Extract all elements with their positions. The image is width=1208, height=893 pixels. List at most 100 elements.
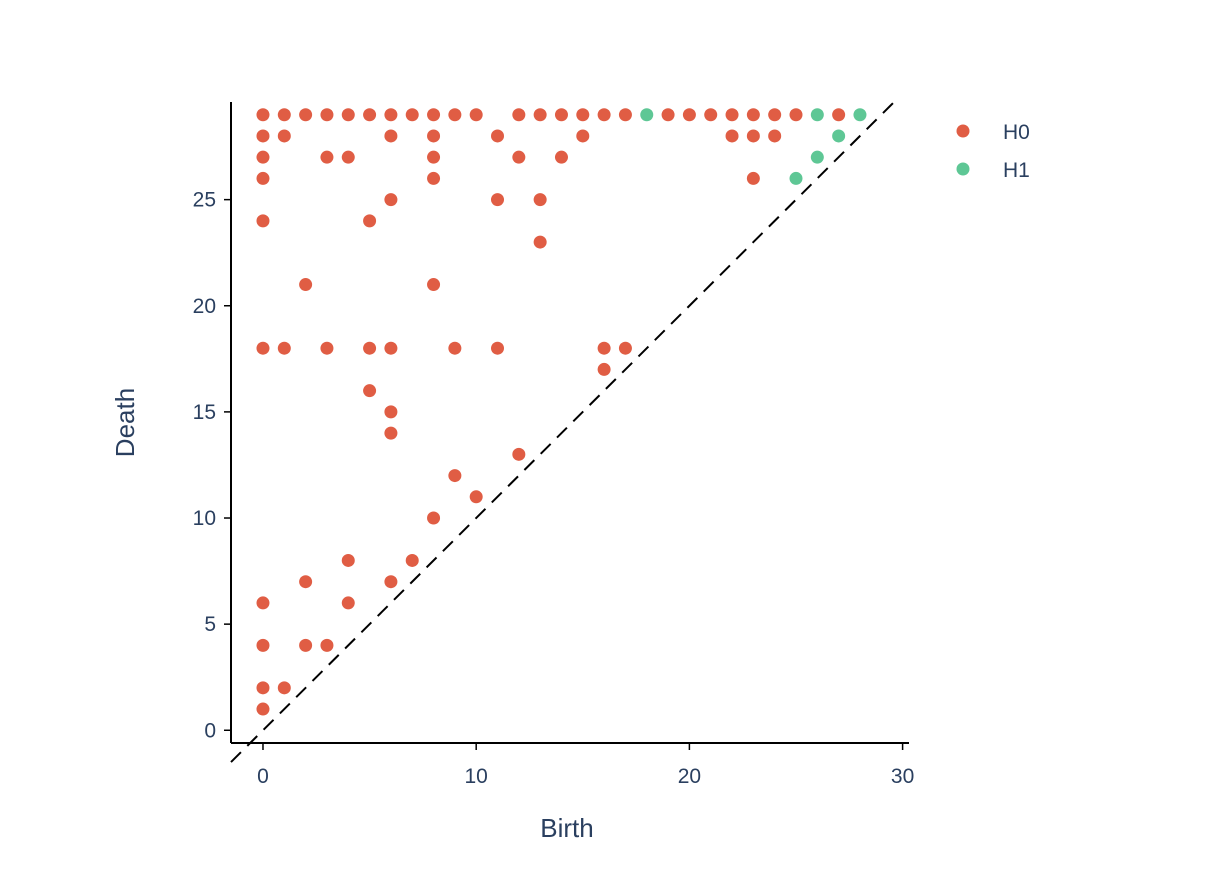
- data-point-h0[interactable]: [555, 151, 568, 164]
- data-point-h0[interactable]: [662, 108, 675, 121]
- data-point-h0[interactable]: [320, 342, 333, 355]
- data-point-h0[interactable]: [384, 405, 397, 418]
- diagonal-line: [231, 102, 894, 762]
- data-point-h0[interactable]: [256, 129, 269, 142]
- data-point-h0[interactable]: [299, 108, 312, 121]
- data-point-h0[interactable]: [320, 108, 333, 121]
- data-point-h0[interactable]: [363, 384, 376, 397]
- data-point-h0[interactable]: [342, 151, 355, 164]
- data-point-h0[interactable]: [448, 469, 461, 482]
- data-point-h0[interactable]: [427, 172, 440, 185]
- data-point-h0[interactable]: [555, 108, 568, 121]
- data-point-h0[interactable]: [768, 129, 781, 142]
- data-point-h0[interactable]: [427, 512, 440, 525]
- data-point-h0[interactable]: [406, 108, 419, 121]
- data-point-h0[interactable]: [619, 342, 632, 355]
- data-point-h0[interactable]: [768, 108, 781, 121]
- data-point-h0[interactable]: [256, 151, 269, 164]
- data-point-h0[interactable]: [534, 193, 547, 206]
- legend-label: H0: [1003, 121, 1030, 144]
- data-point-h0[interactable]: [619, 108, 632, 121]
- data-point-h1[interactable]: [832, 129, 845, 142]
- data-point-h0[interactable]: [384, 342, 397, 355]
- data-point-h0[interactable]: [512, 108, 525, 121]
- data-point-h0[interactable]: [342, 596, 355, 609]
- y-tick-label: 5: [204, 613, 216, 636]
- data-point-h0[interactable]: [598, 363, 611, 376]
- data-point-h0[interactable]: [363, 342, 376, 355]
- data-point-h0[interactable]: [256, 596, 269, 609]
- legend[interactable]: H0 H1: [957, 121, 1030, 182]
- data-point-h0[interactable]: [278, 108, 291, 121]
- data-point-h0[interactable]: [683, 108, 696, 121]
- data-point-h0[interactable]: [491, 193, 504, 206]
- data-point-h1[interactable]: [811, 108, 824, 121]
- data-point-h0[interactable]: [427, 129, 440, 142]
- data-point-h0[interactable]: [406, 554, 419, 567]
- data-point-h0[interactable]: [256, 214, 269, 227]
- data-point-h0[interactable]: [448, 108, 461, 121]
- data-point-h1[interactable]: [640, 108, 653, 121]
- data-point-h0[interactable]: [384, 129, 397, 142]
- data-point-h0[interactable]: [491, 129, 504, 142]
- x-tick-label: 30: [891, 765, 914, 788]
- y-tick-label: 0: [204, 719, 216, 742]
- y-tick-label: 15: [193, 401, 216, 424]
- data-point-h0[interactable]: [448, 342, 461, 355]
- data-point-h0[interactable]: [278, 681, 291, 694]
- data-point-h0[interactable]: [832, 108, 845, 121]
- data-point-h0[interactable]: [598, 108, 611, 121]
- legend-marker: [957, 125, 970, 138]
- data-point-h0[interactable]: [427, 108, 440, 121]
- data-point-h0[interactable]: [470, 490, 483, 503]
- data-point-h0[interactable]: [534, 236, 547, 249]
- data-point-h0[interactable]: [342, 108, 355, 121]
- data-point-h0[interactable]: [256, 703, 269, 716]
- data-point-h0[interactable]: [427, 278, 440, 291]
- data-point-h0[interactable]: [256, 172, 269, 185]
- data-point-h0[interactable]: [470, 108, 483, 121]
- data-point-h0[interactable]: [384, 575, 397, 588]
- data-point-h0[interactable]: [363, 214, 376, 227]
- data-point-h0[interactable]: [320, 151, 333, 164]
- data-point-h0[interactable]: [704, 108, 717, 121]
- legend-item-h1[interactable]: H1: [957, 159, 1030, 182]
- data-point-h0[interactable]: [256, 681, 269, 694]
- data-point-h0[interactable]: [299, 278, 312, 291]
- data-point-h0[interactable]: [726, 129, 739, 142]
- data-point-h0[interactable]: [278, 129, 291, 142]
- data-point-h0[interactable]: [278, 342, 291, 355]
- data-point-h0[interactable]: [576, 108, 589, 121]
- data-point-h0[interactable]: [384, 193, 397, 206]
- data-point-h0[interactable]: [726, 108, 739, 121]
- data-point-h0[interactable]: [363, 108, 376, 121]
- data-point-h0[interactable]: [747, 129, 760, 142]
- x-tick-label: 20: [678, 765, 701, 788]
- data-point-h1[interactable]: [811, 151, 824, 164]
- data-point-h0[interactable]: [384, 427, 397, 440]
- data-point-h0[interactable]: [790, 108, 803, 121]
- data-point-h0[interactable]: [491, 342, 504, 355]
- data-point-h0[interactable]: [256, 342, 269, 355]
- data-point-h0[interactable]: [299, 639, 312, 652]
- legend-item-h0[interactable]: H0: [957, 121, 1030, 144]
- data-point-h0[interactable]: [427, 151, 440, 164]
- data-point-h0[interactable]: [747, 108, 760, 121]
- data-point-h0[interactable]: [512, 448, 525, 461]
- data-point-h1[interactable]: [853, 108, 866, 121]
- data-point-h0[interactable]: [299, 575, 312, 588]
- data-point-h1[interactable]: [790, 172, 803, 185]
- points-layer: [256, 108, 866, 715]
- data-point-h0[interactable]: [256, 108, 269, 121]
- y-tick-label: 20: [193, 295, 216, 318]
- data-point-h0[interactable]: [342, 554, 355, 567]
- data-point-h0[interactable]: [747, 172, 760, 185]
- data-point-h0[interactable]: [320, 639, 333, 652]
- data-point-h0[interactable]: [256, 639, 269, 652]
- data-point-h0[interactable]: [576, 129, 589, 142]
- data-point-h0[interactable]: [512, 151, 525, 164]
- data-point-h0[interactable]: [534, 108, 547, 121]
- data-point-h0[interactable]: [598, 342, 611, 355]
- data-point-h0[interactable]: [384, 108, 397, 121]
